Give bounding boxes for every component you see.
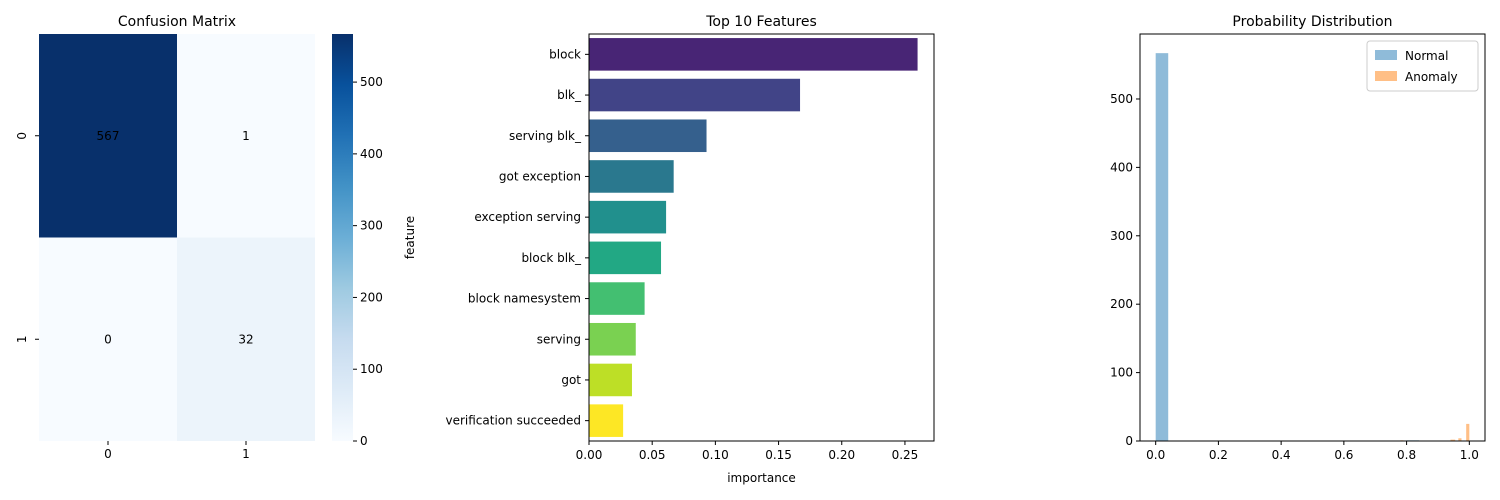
bar-x-tick-label: 0.05 xyxy=(639,448,666,462)
histogram-y-tick-label: 500 xyxy=(1110,92,1133,106)
bar-x-tick-label: 0.00 xyxy=(576,448,603,462)
heatmap-cell xyxy=(177,237,315,441)
colorbar-tick-label: 300 xyxy=(360,219,383,233)
bar-x-tick-label: 0.15 xyxy=(765,448,792,462)
colorbar xyxy=(332,34,353,441)
histogram-x-tick-label: 0.0 xyxy=(1146,448,1165,462)
histogram-y-tick-label: 300 xyxy=(1110,229,1133,243)
bar xyxy=(589,282,645,315)
bar-x-tick-label: 0.10 xyxy=(702,448,729,462)
heatmap-cell-label: 567 xyxy=(97,129,120,143)
bar xyxy=(589,160,674,193)
bar-chart-title: Top 10 Features xyxy=(705,14,817,30)
heatmap-title: Confusion Matrix xyxy=(118,14,236,30)
bar xyxy=(589,404,624,437)
bar-category-label: got exception xyxy=(499,169,581,183)
histogram-x-tick-label: 0.2 xyxy=(1209,448,1228,462)
heatmap-cell-label: 32 xyxy=(238,332,253,346)
bar-category-label: exception serving xyxy=(474,210,581,224)
bar xyxy=(589,241,662,275)
legend-label: Anomaly xyxy=(1405,70,1458,84)
bar xyxy=(589,78,801,112)
bar-category-label: block xyxy=(549,47,581,61)
heatmap-cell-label: 1 xyxy=(242,129,250,143)
histogram-title: Probability Distribution xyxy=(1232,14,1392,30)
colorbar-tick-label: 400 xyxy=(360,147,383,161)
heatmap-x-tick-label: 0 xyxy=(104,447,112,461)
bar-category-label: block namesystem xyxy=(468,292,581,306)
bar xyxy=(589,322,636,356)
bar xyxy=(589,363,632,397)
bar-x-axis-label: importance xyxy=(727,471,796,485)
bar-category-label: verification succeeded xyxy=(446,414,582,428)
histogram-bar xyxy=(1450,439,1456,441)
histogram-y-tick-label: 200 xyxy=(1110,297,1133,311)
bar-x-tick-label: 0.25 xyxy=(892,448,919,462)
bar xyxy=(589,200,667,234)
histogram-y-tick-label: 100 xyxy=(1110,366,1133,380)
histogram-y-tick-label: 400 xyxy=(1110,160,1133,174)
bar-category-label: got xyxy=(561,373,581,387)
colorbar-tick-label: 200 xyxy=(360,290,383,304)
colorbar-tick-label: 100 xyxy=(360,362,383,376)
histogram-bar xyxy=(1155,53,1169,441)
colorbar-tick-label: 500 xyxy=(360,75,383,89)
heatmap-cell xyxy=(177,34,315,238)
histogram-x-tick-label: 0.6 xyxy=(1334,448,1353,462)
bar-category-label: serving blk_ xyxy=(509,129,582,143)
heatmap-y-tick-label: 0 xyxy=(15,132,29,140)
bar-category-label: block blk_ xyxy=(521,251,582,265)
histogram-x-tick-label: 0.8 xyxy=(1397,448,1416,462)
histogram-axes-frame xyxy=(1139,33,1486,442)
bar-category-label: serving xyxy=(537,332,581,346)
histogram-x-tick-label: 0.4 xyxy=(1272,448,1291,462)
histogram-y-tick-label: 0 xyxy=(1125,434,1133,448)
legend-swatch xyxy=(1375,50,1397,60)
bar-x-tick-label: 0.20 xyxy=(828,448,855,462)
histogram-bar xyxy=(1458,438,1462,441)
legend-label: Normal xyxy=(1405,49,1448,63)
bar xyxy=(589,119,707,153)
heatmap-x-tick-label: 1 xyxy=(242,447,250,461)
bar xyxy=(589,38,918,71)
histogram-x-tick-label: 1.0 xyxy=(1460,448,1479,462)
heatmap-y-tick-label: 1 xyxy=(15,335,29,343)
heatmap-cell-label: 0 xyxy=(104,332,112,346)
bar-category-label: blk_ xyxy=(557,88,582,102)
heatmap-cell xyxy=(39,34,177,238)
bar-y-axis-label: feature xyxy=(403,216,417,259)
legend-swatch xyxy=(1375,71,1397,81)
heatmap-cell xyxy=(39,237,177,441)
bar-axes-frame xyxy=(588,33,935,442)
histogram-bar xyxy=(1466,423,1470,441)
colorbar-tick-label: 0 xyxy=(360,434,368,448)
